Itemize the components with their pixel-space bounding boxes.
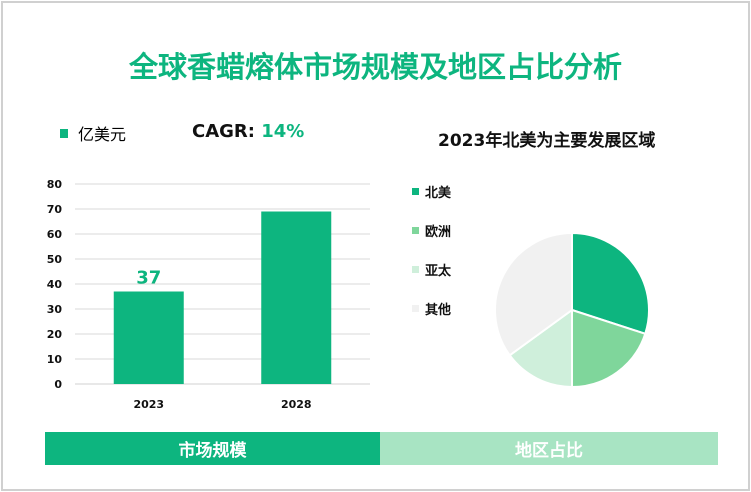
y-tick-label: 60: [47, 228, 63, 241]
y-tick-label: 80: [47, 178, 63, 191]
legend-label: 亿美元: [78, 125, 127, 144]
y-tick-label: 0: [54, 378, 62, 391]
pie-slice-欧洲: [571, 308, 647, 389]
legend-label: 欧洲: [425, 225, 452, 240]
legend-swatch: [412, 227, 419, 234]
legend-label: 亚太: [425, 264, 452, 279]
y-tick-label: 70: [47, 203, 63, 216]
legend-label: 其他: [425, 303, 452, 318]
pie-legend-item: 亚太: [412, 260, 451, 279]
y-tick-label: 50: [47, 253, 63, 266]
page-title: 全球香蜡熔体市场规模及地区占比分析: [128, 50, 622, 84]
band-region-share: 地区占比: [380, 432, 718, 465]
x-tick-label: 2023: [133, 398, 164, 411]
y-tick-label: 40: [47, 278, 63, 291]
pie-legend-item: 其他: [412, 299, 451, 318]
pie-title: 2023年北美为主要发展区域: [438, 131, 656, 151]
pie-legend-item: 北美: [412, 182, 451, 201]
pie-slice-其他: [494, 231, 573, 357]
legend-swatch: [412, 305, 419, 312]
bar-2028: [261, 211, 332, 384]
cagr-value: 14%: [261, 121, 305, 142]
band-market-size: 市场规模: [45, 432, 380, 465]
pie-slice-北美: [571, 231, 650, 336]
y-tick-label: 30: [47, 303, 63, 316]
data-label: 37: [136, 268, 161, 289]
y-tick-label: 10: [47, 353, 63, 366]
legend-swatch: [412, 266, 419, 273]
legend-swatch: [60, 128, 68, 138]
bar-2023: [113, 291, 184, 384]
y-tick-label: 20: [47, 328, 63, 341]
cagr: CAGR: 14%: [192, 121, 304, 142]
legend-swatch: [412, 188, 419, 195]
bar-legend: 亿美元: [60, 121, 126, 145]
legend-label: 北美: [425, 186, 452, 201]
pie-slice-亚太: [508, 308, 573, 389]
pie-legend-item: 欧洲: [412, 221, 451, 240]
cagr-label: CAGR:: [192, 121, 262, 142]
x-tick-label: 2028: [281, 398, 312, 411]
